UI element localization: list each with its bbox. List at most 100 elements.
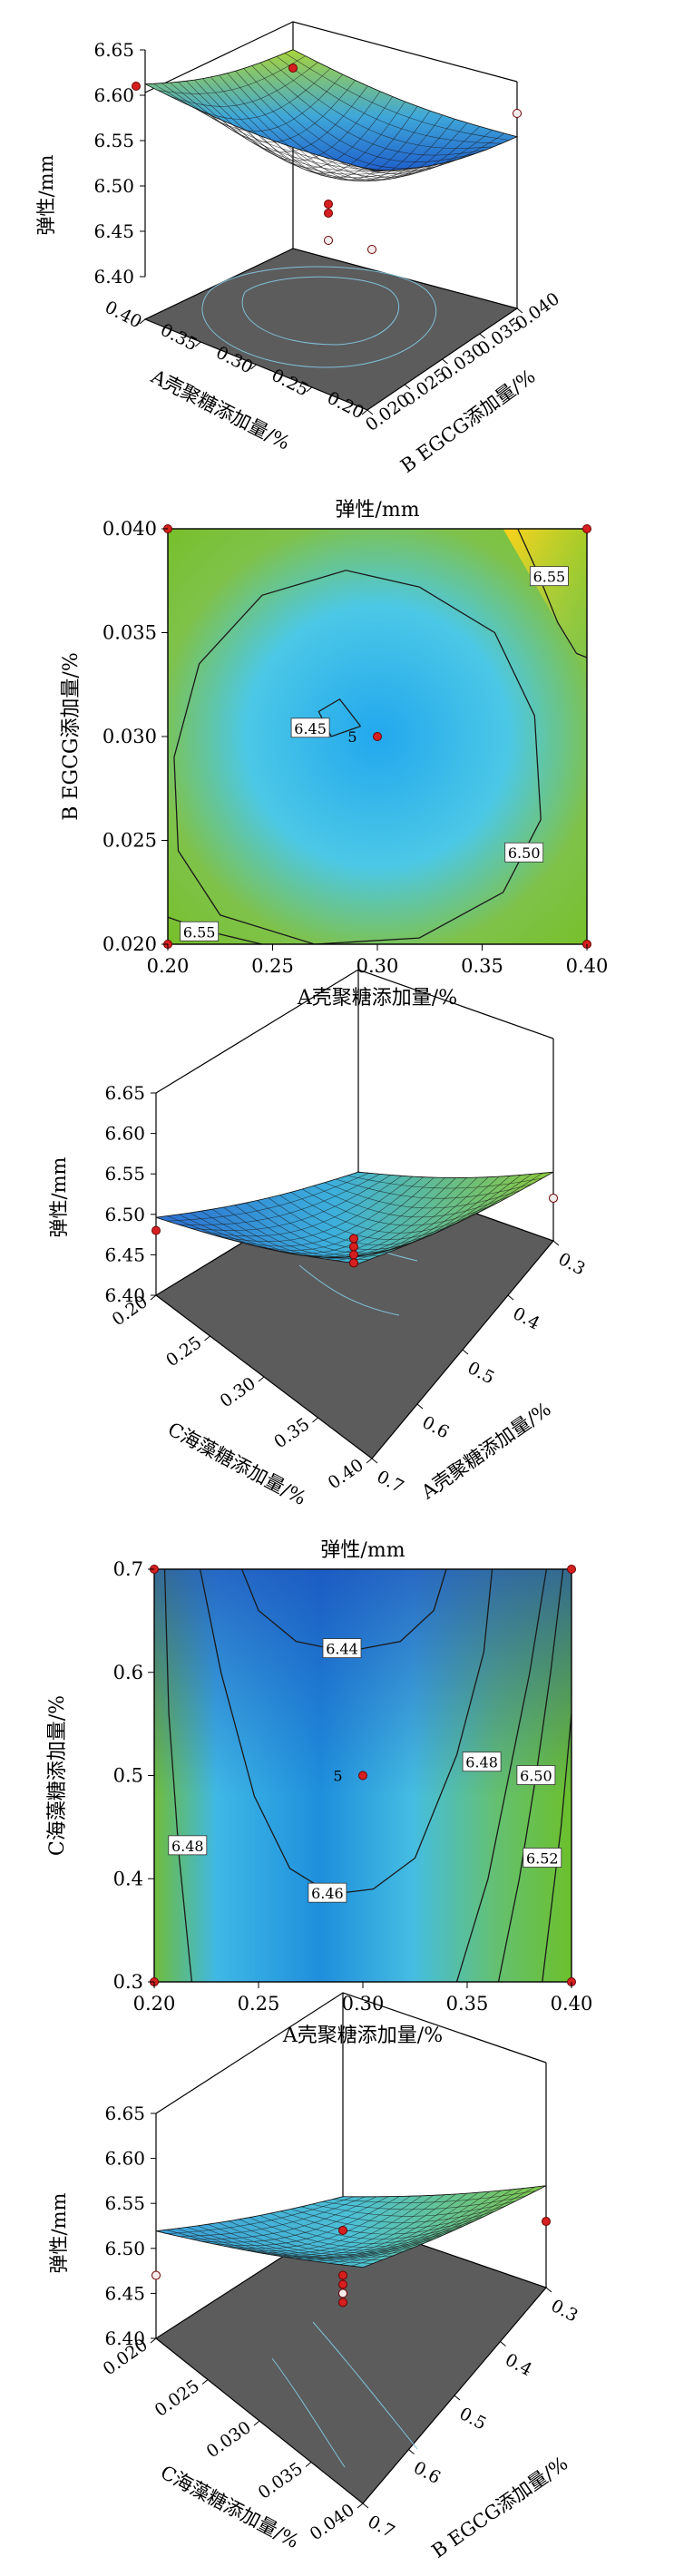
- surface-grid-line: [210, 76, 439, 181]
- contour-label: 6.46: [311, 1885, 344, 1902]
- surface-chart-p1: 6.656.606.556.506.456.40弹性/mm0.400.350.3…: [35, 21, 563, 477]
- x-axis-label: B EGCG添加量/%: [428, 2453, 572, 2562]
- x-tick-mark: [306, 386, 313, 393]
- x-tick-mark: [258, 1376, 265, 1382]
- surface-grid-line: [235, 71, 463, 174]
- y-tick-label: 0.4: [502, 2349, 535, 2380]
- design-point: [373, 732, 382, 741]
- surface-grid-line: [284, 53, 510, 141]
- contour-line: [317, 698, 362, 737]
- contour-label: 6.55: [183, 923, 216, 941]
- x-axis-label: A壳聚糖添加量/%: [297, 987, 457, 1010]
- z-tick-label: 6.65: [104, 2103, 145, 2124]
- y-tick-label: 0.035: [103, 622, 157, 644]
- surface-grid-line: [268, 59, 494, 149]
- surface-grid-line: [301, 1188, 500, 1226]
- contour-label: 6.55: [533, 569, 566, 586]
- x-tick-label: 0.30: [357, 955, 399, 977]
- y-tick-label: 0.7: [374, 1467, 407, 1498]
- y-tick-mark: [552, 1240, 560, 1246]
- surface-grid-line: [178, 82, 408, 175]
- x-tick-mark: [250, 364, 257, 370]
- x-tick-label: 0.030: [203, 2417, 255, 2462]
- contour-label-box: [308, 1882, 347, 1903]
- design-point: [549, 1193, 558, 1203]
- x-tick-label: 0.30: [217, 1373, 259, 1411]
- design-point: [288, 63, 298, 73]
- contour-label: 6.50: [520, 1768, 552, 1785]
- surface-grid-line: [268, 1197, 467, 1245]
- contour-line: [517, 528, 588, 659]
- floor-contour: [241, 276, 400, 346]
- y-axis-label: C海藻糖添加量/%: [46, 1695, 69, 1856]
- x-tick-label: 0.025: [151, 2376, 203, 2421]
- surface-grid-line: [336, 1178, 532, 1199]
- design-point: [338, 2270, 347, 2280]
- z-tick-label: 6.60: [104, 1123, 145, 1145]
- contour-label-box: [322, 1638, 362, 1658]
- design-point: [582, 524, 591, 533]
- contour-label-box: [516, 1765, 556, 1785]
- x-tick-label: 0.25: [251, 955, 294, 977]
- z-tick-label: 6.50: [104, 2238, 145, 2259]
- z-axis-label: 弹性/mm: [48, 2192, 70, 2273]
- surface-grid-line: [301, 2206, 506, 2223]
- y-tick-label: 0.4: [510, 1303, 543, 1334]
- x-axis-label: A壳聚糖添加量/%: [282, 2025, 443, 2047]
- design-point: [367, 245, 376, 254]
- y-tick-label: 0.6: [113, 1662, 143, 1683]
- z-axis-label: 弹性/mm: [35, 154, 57, 235]
- surface-grid-line: [227, 73, 455, 178]
- surface-chart-p3: 6.656.606.556.506.456.40弹性/mm0.200.250.3…: [48, 969, 589, 1509]
- contour-line: [163, 1568, 193, 1983]
- z-tick-label: 6.55: [104, 2192, 145, 2214]
- x-tick-mark: [312, 1417, 318, 1423]
- x-tick-mark: [253, 2420, 260, 2426]
- surface-grid-line: [228, 2220, 435, 2253]
- design-point: [151, 1225, 161, 1235]
- z-tick-label: 6.40: [93, 266, 134, 288]
- z-tick-label: 6.65: [93, 39, 134, 61]
- contour-label: 6.48: [465, 1754, 498, 1771]
- y-tick-mark: [462, 1349, 469, 1355]
- x-tick-mark: [139, 318, 146, 325]
- surface-grid-line: [155, 2230, 364, 2268]
- x-tick-label: 0.040: [307, 2500, 358, 2544]
- contour-label-box: [180, 921, 220, 942]
- z-tick-label: 6.50: [93, 175, 134, 197]
- z-axis-label: 弹性/mm: [48, 1156, 70, 1237]
- floor-contour: [271, 2357, 346, 2468]
- y-tick-label: 0.040: [103, 518, 157, 540]
- design-point: [349, 1234, 358, 1244]
- design-point: [567, 1565, 576, 1574]
- surface-grid-line: [357, 1171, 554, 1178]
- chart-title: 弹性/mm: [335, 499, 419, 522]
- contour-chart-p4: 6.44 6.46 6.48 6.48 6.50 6.52 5 0.20 0.25 0.30 0.3…: [46, 1539, 592, 2047]
- contour-label: 6.52: [526, 1850, 559, 1868]
- y-tick-label: 0.020: [103, 933, 157, 955]
- y-tick-label: 0.025: [103, 830, 157, 852]
- surface-grid-line: [259, 62, 486, 156]
- y-tick-label: 0.5: [464, 1358, 498, 1389]
- design-point: [338, 2279, 347, 2289]
- y-axis-label: B EGCG添加量/%: [60, 652, 83, 821]
- y-tick-label: 0.5: [113, 1765, 143, 1787]
- design-point: [324, 200, 333, 209]
- design-point: [349, 1250, 358, 1260]
- z-tick-label: 6.55: [104, 1163, 145, 1185]
- surface-grid-line: [166, 2230, 374, 2264]
- y-tick-label: 0.5: [456, 2404, 490, 2435]
- contour-label-box: [290, 717, 330, 738]
- surface-grid-line: [211, 1208, 413, 1258]
- surface-grid-line: [280, 2210, 485, 2235]
- surface-chart-p5: 6.656.606.556.506.456.40弹性/mm0.0200.0250…: [48, 1992, 581, 2562]
- x-tick-label: 0.30: [342, 1993, 385, 2015]
- z-tick-label: 6.60: [93, 84, 134, 106]
- surface-grid-line: [290, 2209, 495, 2230]
- y-tick-mark: [416, 1403, 424, 1410]
- y-tick-mark: [507, 1294, 514, 1301]
- design-point: [151, 2270, 161, 2280]
- y-tick-label: 0.4: [113, 1868, 143, 1889]
- x-tick-label: 0.20: [133, 1993, 176, 2015]
